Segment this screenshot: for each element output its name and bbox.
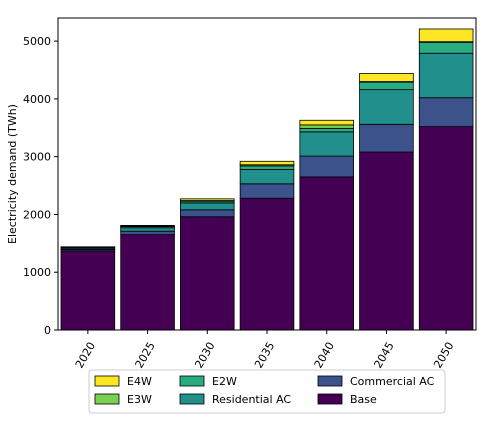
x-tick-label: 2050 [431,340,456,371]
legend-label: Commercial AC [350,375,435,388]
bar-2035-base [239,197,295,331]
legend-box [88,369,446,414]
bar-2050-e4w [418,28,474,43]
bars-layer [60,28,474,331]
bar-2035-residential-ac [239,168,295,185]
bar-2040-base [299,176,354,331]
y-tick-label: 1000 [23,266,51,279]
x-axis: 2020 2025 2030 2035 2040 2045 2050 [73,330,456,371]
legend-label: E4W [127,375,152,388]
bar-2045-e2w [359,81,414,91]
y-tick-label: 0 [44,324,51,337]
bar-2040-commercial-ac [299,155,354,178]
bar-2030-base [180,216,235,331]
legend: E4W E3W E2W Residential AC Commercial AC Base [88,369,446,414]
bar-2020-base [60,250,116,331]
y-tick-label: 3000 [23,151,51,164]
y-tick-label: 5000 [23,35,51,48]
legend-label: Residential AC [212,393,291,406]
bar-2030-residential-ac [180,202,235,211]
bar-2025-residential-ac [120,227,175,232]
bar-2035-commercial-ac [239,183,295,199]
y-axis-label: Electricity demand (TWh) [6,104,19,244]
bar-2035-e2w [239,165,295,170]
legend-swatch-e2w [179,375,205,387]
legend-label: E2W [212,375,237,388]
bar-2050-commercial-ac [418,97,474,128]
x-tick-label: 2020 [73,340,98,371]
y-tick-label: 4000 [23,93,51,106]
bar-2025-commercial-ac [120,230,175,236]
legend-swatch-e3w [94,393,120,405]
bar-2035-e4w [239,160,295,166]
bar-2025-base [120,234,175,331]
bar-2040-e4w [299,119,354,126]
bar-2050-e2w [418,41,474,54]
y-axis: 0 1000 2000 3000 4000 5000 [23,35,58,337]
bar-2025-e4w [120,225,175,227]
bar-2030-commercial-ac [180,209,235,218]
legend-label: E3W [127,393,152,406]
y-tick-label: 2000 [23,208,51,221]
bar-2045-commercial-ac [359,123,414,153]
bar-2045-base [359,151,414,331]
legend-swatch-commercial-ac [317,375,343,387]
x-tick-label: 2030 [192,340,217,371]
bar-2040-residential-ac [299,131,354,157]
bar-2040-e2w [299,127,354,133]
legend-swatch-residential-ac [179,393,205,405]
x-tick-label: 2025 [133,340,158,371]
x-tick-label: 2045 [371,340,396,371]
x-tick-label: 2040 [312,340,337,371]
bar-2045-e4w [359,73,414,82]
bar-2050-base [418,126,474,331]
bar-2045-residential-ac [359,89,414,125]
bar-2040-e3w [299,124,354,129]
bar-2030-e4w [180,198,235,201]
legend-swatch-base [317,393,343,405]
legend-swatch-e4w [94,375,120,387]
legend-label: Base [350,393,377,406]
bar-2050-residential-ac [418,52,474,99]
x-tick-label: 2035 [252,340,277,371]
